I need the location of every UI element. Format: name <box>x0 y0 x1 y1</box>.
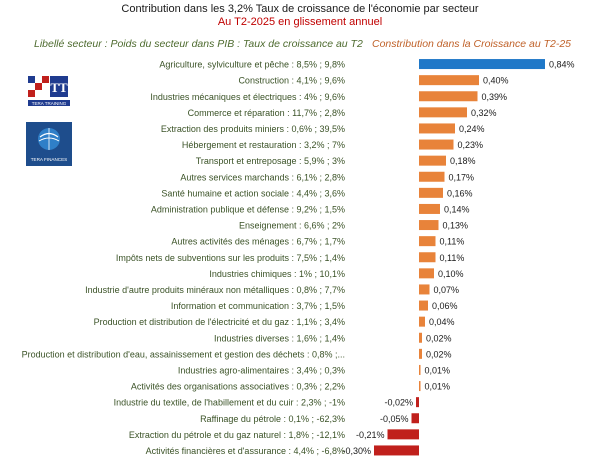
contribution-bar-chart: Agriculture, sylviculture et pêche : 8,5… <box>22 59 575 456</box>
left-column-header: Libellé secteur : Poids du secteur dans … <box>34 38 363 50</box>
logo2-text: TERA FINANCES <box>31 157 68 162</box>
category-label: Autres services marchands : 6,1% ; 2,8% <box>180 172 345 182</box>
value-label: 0,07% <box>434 285 460 295</box>
value-label: 0,10% <box>438 269 464 279</box>
category-label: Activités financières et d'assurance : 4… <box>146 446 345 456</box>
value-label: 0,04% <box>429 317 455 327</box>
category-label: Impôts nets de subventions sur les produ… <box>116 253 345 263</box>
category-label: Autres activités des ménages : 6,7% ; 1,… <box>171 237 345 247</box>
value-label: 0,84% <box>549 60 575 70</box>
bar <box>419 364 421 375</box>
value-label: 0,17% <box>449 172 475 182</box>
logo1-text: TERA TRAINING <box>32 101 67 106</box>
category-label: Enseignement : 6,6% ; 2% <box>239 221 345 231</box>
bar <box>419 155 446 166</box>
category-label: Activités des organisations associatives… <box>131 382 345 392</box>
bar <box>419 59 545 70</box>
category-label: Industries mécaniques et électriques : 4… <box>150 92 345 102</box>
bar <box>419 316 425 327</box>
bar <box>419 203 440 214</box>
category-label: Industries chimiques : 1% ; 10,1% <box>209 269 345 279</box>
tera-finances-logo: TERA FINANCES <box>26 122 72 166</box>
value-label: 0,13% <box>443 221 469 231</box>
value-label: 0,24% <box>459 124 485 134</box>
category-label: Hébergement et restauration : 3,2% ; 7% <box>182 140 345 150</box>
category-label: Industrie d'autre produits minéraux non … <box>85 285 345 295</box>
bar <box>411 413 419 424</box>
bar <box>416 397 419 408</box>
value-label: 0,06% <box>432 301 458 311</box>
chart-title: Contribution dans les 3,2% Taux de crois… <box>121 3 479 15</box>
value-label: 0,02% <box>426 333 452 343</box>
bar <box>419 91 478 102</box>
tera-training-logo: TT TERA TRAINING <box>26 74 72 108</box>
bar <box>419 75 479 86</box>
category-label: Commerce et réparation : 11,7% ; 2,8% <box>188 108 345 118</box>
right-column-header: Constribution dans la Croissance au T2-2… <box>372 38 572 50</box>
category-label: Extraction des produits miniers : 0,6% ;… <box>161 124 345 134</box>
bar <box>419 139 454 150</box>
bar <box>419 268 434 279</box>
bar <box>419 332 422 343</box>
bar <box>419 187 443 198</box>
category-label: Production et distribution d'eau, assain… <box>22 349 345 359</box>
bar <box>419 236 436 247</box>
category-label: Production et distribution de l'électric… <box>94 317 345 327</box>
bar <box>387 429 419 440</box>
bar <box>419 300 428 311</box>
value-label: 0,01% <box>425 382 451 392</box>
category-label: Industries agro-alimentaires : 3,4% ; 0,… <box>178 365 345 375</box>
category-label: Construction : 4,1% ; 9,6% <box>238 76 345 86</box>
value-label: 0,11% <box>440 237 465 247</box>
value-label: 0,18% <box>450 156 476 166</box>
bar <box>419 348 422 359</box>
bar <box>419 123 455 134</box>
value-label: -0,02% <box>384 398 413 408</box>
category-label: Industrie du textile, de l'habillement e… <box>114 398 345 408</box>
bar <box>419 381 421 392</box>
value-label: -0,30% <box>342 446 371 456</box>
bar <box>419 284 430 295</box>
bar <box>419 107 467 118</box>
category-label: Extraction du pétrole et du gaz naturel … <box>129 430 345 440</box>
category-label: Administration publique et défense : 9,2… <box>151 204 345 214</box>
value-label: 0,11% <box>440 253 465 263</box>
value-label: 0,32% <box>471 108 497 118</box>
bar <box>419 220 439 231</box>
chart-subtitle: Au T2-2025 en glissement annuel <box>217 16 383 28</box>
category-label: Industries diverses : 1,6% ; 1,4% <box>214 333 345 343</box>
category-label: Information et communication : 3,7% ; 1,… <box>171 301 345 311</box>
value-label: 0,16% <box>447 188 473 198</box>
category-label: Transport et entreposage : 5,9% ; 3% <box>196 156 345 166</box>
value-label: 0,39% <box>482 92 508 102</box>
category-label: Agriculture, sylviculture et pêche : 8,5… <box>159 60 345 70</box>
bar <box>419 171 445 182</box>
value-label: 0,02% <box>426 349 452 359</box>
bar <box>419 252 436 263</box>
category-label: Raffinage du pétrole : 0,1% ; -62,3% <box>200 414 345 424</box>
value-label: 0,01% <box>425 365 451 375</box>
svg-text:TT: TT <box>50 80 68 95</box>
value-label: 0,40% <box>483 76 509 86</box>
value-label: 0,23% <box>458 140 484 150</box>
value-label: -0,05% <box>380 414 409 424</box>
value-label: 0,14% <box>444 204 470 214</box>
value-label: -0,21% <box>356 430 385 440</box>
bar <box>374 445 419 456</box>
category-label: Santé humaine et action sociale : 4,4% ;… <box>161 188 345 198</box>
